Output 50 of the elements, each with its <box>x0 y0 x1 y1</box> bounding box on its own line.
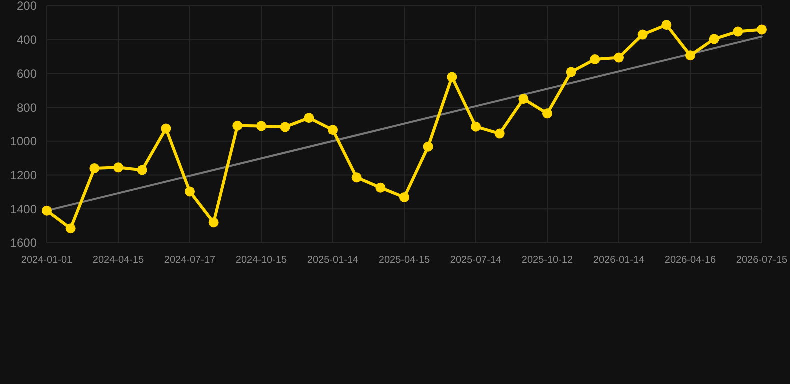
point <box>400 192 410 202</box>
y-tick-label: 1200 <box>10 168 38 182</box>
point <box>66 224 76 234</box>
point <box>447 72 458 82</box>
point <box>614 52 624 63</box>
x-tick-label: 2025-04-15 <box>378 255 431 266</box>
x-tick-label: 2024-01-01 <box>21 255 74 266</box>
point <box>90 164 100 174</box>
y-tick-label: 400 <box>16 33 38 48</box>
point <box>280 122 290 132</box>
point <box>709 34 720 44</box>
x-tick-label: 2024-10-15 <box>236 255 288 266</box>
point <box>376 182 386 193</box>
point <box>757 24 767 35</box>
y-tick-label: 1600 <box>10 236 38 250</box>
x-tick-label: 2026-04-16 <box>664 255 717 266</box>
point <box>590 54 600 64</box>
x-tick-label: 2024-04-15 <box>92 255 145 266</box>
point <box>423 142 434 152</box>
x-tick-label: 2025-07-14 <box>450 255 502 266</box>
point <box>208 218 219 228</box>
point <box>42 206 52 216</box>
y-tick-label: 1000 <box>10 134 38 149</box>
point <box>304 113 314 124</box>
y-tick-label: 200 <box>16 0 38 14</box>
y-tick-label: 1400 <box>10 202 38 216</box>
point <box>232 120 243 131</box>
x-tick-label: 2026-07-15 <box>736 255 788 266</box>
x-tick-label: 2025-01-14 <box>307 255 360 266</box>
x-tick-label: 2024-07-17 <box>164 255 216 266</box>
point <box>161 124 172 134</box>
point <box>328 125 338 136</box>
point <box>566 67 576 78</box>
point <box>542 108 552 119</box>
point <box>114 162 124 173</box>
point <box>518 94 529 104</box>
point <box>471 122 481 132</box>
point <box>638 30 648 40</box>
point <box>662 20 672 30</box>
point <box>137 165 148 176</box>
point <box>686 50 696 61</box>
x-tick-label: 2026-01-14 <box>593 255 646 266</box>
point <box>185 186 195 197</box>
point <box>352 172 362 183</box>
point <box>256 121 266 132</box>
y-tick-label: 800 <box>16 100 38 115</box>
point <box>733 26 744 37</box>
y-tick-label: 600 <box>16 66 38 81</box>
x-tick-label: 2025-10-12 <box>522 255 574 266</box>
point <box>494 128 505 139</box>
